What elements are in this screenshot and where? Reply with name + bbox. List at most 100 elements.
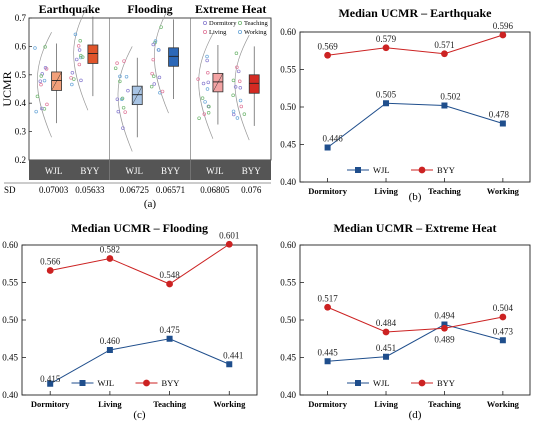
legend-marker-BYY: [418, 379, 426, 387]
data-point-WJL: [324, 144, 331, 151]
observation-dot: [38, 79, 43, 83]
observation-dot: [74, 57, 79, 62]
observation-dot: [123, 110, 127, 114]
plot-frame: [28, 17, 272, 161]
legend-label: BYY: [437, 165, 455, 175]
observation-dot: [239, 104, 244, 109]
observation-dot: [69, 76, 73, 80]
plot-frame: [299, 244, 531, 396]
y-tick-label: 0.55: [2, 278, 18, 288]
data-label: 0.596: [493, 21, 514, 31]
y-tick-label: 0.60: [2, 240, 18, 250]
strip-label: BYY: [242, 166, 262, 176]
legend-label: BYY: [437, 378, 455, 388]
observation-dot: [113, 66, 118, 70]
y-tick-label: 0.45: [280, 353, 296, 363]
observation-dot: [40, 106, 44, 111]
sd-value: 0.07003: [39, 185, 69, 195]
observation-dot: [158, 90, 162, 95]
data-label: 0.494: [434, 311, 455, 321]
x-tick-label: Working: [487, 399, 520, 409]
observation-dot: [153, 39, 158, 43]
y-tick-label: 0.40: [280, 177, 296, 187]
panel-label: (b): [409, 191, 422, 203]
observation-dot: [156, 48, 161, 52]
box-hatch: [212, 73, 224, 92]
data-point-BYY: [441, 50, 448, 58]
observation-dot: [206, 111, 211, 115]
sd-value: 0.076: [241, 185, 262, 195]
y-tick-label: 0.60: [280, 240, 296, 250]
violin-outline: [234, 34, 250, 141]
observation-dot: [39, 74, 44, 78]
observation-dot: [120, 96, 125, 101]
observation-dot: [205, 87, 210, 91]
x-tick-label: Living: [374, 399, 398, 409]
data-point-BYY: [106, 255, 114, 262]
series-line-BYY: [50, 243, 230, 285]
panel-label: (c): [133, 409, 146, 421]
observation-dot: [150, 71, 154, 76]
observation-dot: [39, 82, 43, 87]
plot-frame: [21, 244, 258, 396]
observation-dot: [121, 126, 125, 130]
observation-dot: [116, 109, 121, 114]
observation-dot: [70, 82, 74, 87]
data-point-WJL: [441, 102, 448, 109]
box-BYY: [168, 47, 179, 67]
data-point-BYY: [499, 31, 507, 39]
observation-dot: [80, 55, 85, 59]
observation-dot: [76, 44, 81, 48]
observation-dot: [197, 116, 201, 120]
violin-outline: [154, 7, 169, 114]
y-tick-label: 0.60: [280, 27, 296, 37]
x-tick-label: Dormitory: [31, 399, 70, 409]
data-point-BYY: [382, 44, 390, 52]
observation-dot: [202, 112, 207, 116]
panel-label: (a): [144, 198, 157, 210]
observation-dot: [238, 86, 243, 90]
data-point-WJL: [383, 353, 390, 360]
observation-dot: [77, 48, 82, 52]
data-point-BYY: [166, 280, 173, 288]
series-line-WJL: [327, 323, 503, 362]
dot-legend-marker: [202, 29, 207, 34]
observation-dot: [115, 61, 119, 65]
line-chart-d: Median UCMR – Extreme Heat 0.40 0.45 0.50 0.…: [280, 221, 531, 421]
y-tick-label: 0.50: [280, 102, 296, 112]
observation-dot: [196, 77, 200, 81]
y-tick-label: 0.40: [280, 390, 296, 400]
observation-dot: [206, 70, 210, 75]
y-tick-label: 0.45: [2, 353, 18, 363]
observation-dot: [205, 54, 209, 59]
observation-dot: [242, 112, 247, 116]
observation-dot: [235, 65, 239, 70]
data-point-WJL: [324, 358, 331, 365]
box-hatch: [132, 86, 143, 105]
dot-legend-label: Working: [244, 29, 267, 36]
observation-dot: [153, 40, 157, 45]
group-title: Extreme Heat: [195, 2, 266, 16]
dot-legend-label: Dormitory: [209, 20, 237, 27]
chart-title: Median UCMR – Extreme Heat: [333, 221, 496, 235]
violin-chart-a: UCMR 0.2 0.3 0.4 0.5 0.6 0.7 Earthquake WJL 0.070…: [0, 2, 272, 210]
line-chart-c: Median UCMR – Flooding 0.40 0.45 0.50 0.55 0.…: [2, 221, 258, 421]
data-label: 0.582: [100, 245, 120, 255]
y-tick-label: 0.4: [15, 98, 27, 108]
data-point-WJL: [499, 120, 506, 127]
legend-marker-BYY: [143, 379, 150, 387]
y-tick-label: 0.40: [2, 390, 18, 400]
x-tick-label: Living: [374, 186, 398, 196]
dot-legend-marker: [237, 29, 242, 34]
x-tick-label: Working: [487, 186, 520, 196]
line-chart-b: Median UCMR – Earthquake 0.40 0.45 0.50 0.55…: [280, 6, 531, 203]
data-point-WJL: [166, 335, 173, 342]
observation-dot: [77, 62, 82, 67]
x-tick-label: Teaching: [428, 186, 462, 196]
observation-dot: [121, 105, 126, 110]
observation-dot: [118, 74, 122, 79]
observation-dot: [79, 55, 83, 60]
strip-label: WJL: [45, 166, 63, 176]
sd-value: 0.06805: [200, 185, 230, 195]
observation-dot: [232, 112, 236, 117]
